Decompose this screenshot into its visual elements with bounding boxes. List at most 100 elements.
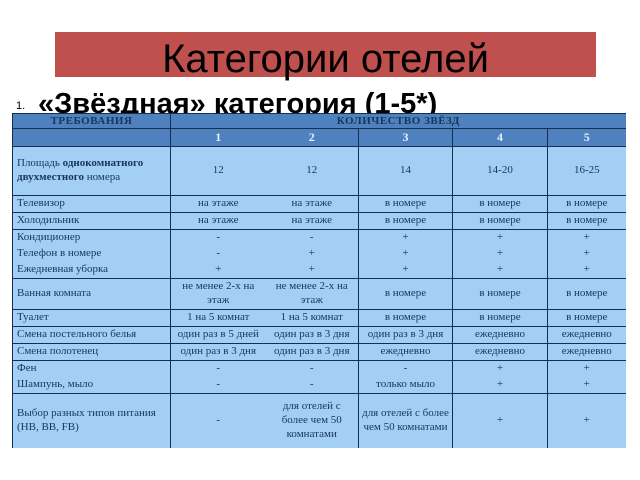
hotel-category-table: ТРЕБОВАНИЯ КОЛИЧЕСТВО ЗВЁЗД 1 2 3 4 5 Пл… bbox=[12, 113, 626, 448]
requirement-label: Фен bbox=[17, 361, 37, 374]
star-value-cell: один раз в 3 дня bbox=[358, 326, 453, 344]
star-value-cell: 1 на 5 комнат bbox=[265, 309, 359, 327]
star-value-cell: - bbox=[265, 376, 359, 394]
star-value-cell: + bbox=[452, 245, 548, 262]
star-value-cell: 12 bbox=[170, 146, 266, 196]
table-header-row: ТРЕБОВАНИЯ КОЛИЧЕСТВО ЗВЁЗД bbox=[12, 113, 626, 129]
star-value-cell: 1 на 5 комнат bbox=[170, 309, 266, 327]
star-value-cell: - bbox=[170, 393, 266, 448]
star-value-cell: в номере bbox=[452, 278, 548, 310]
table-row: Смена постельного белья один раз в 5 дней… bbox=[12, 326, 626, 344]
requirements-header: ТРЕБОВАНИЯ bbox=[12, 113, 171, 129]
star-value-cell: в номере bbox=[546, 278, 626, 310]
star-value-cell: на этаже bbox=[170, 212, 266, 230]
star-value-cell: в номере bbox=[546, 195, 626, 213]
star-value-cell: + bbox=[452, 393, 548, 448]
star-value-cell: + bbox=[546, 376, 626, 394]
star-value-cell: в номере bbox=[358, 278, 453, 310]
star-value-cell: 14 bbox=[358, 146, 453, 196]
star-level-1: 1 bbox=[170, 128, 266, 147]
table-row: Смена полотенец один раз в 3 дня один раз … bbox=[12, 343, 626, 361]
star-value-cell: не менее 2-х на этаж bbox=[265, 278, 359, 310]
star-value-cell: - bbox=[309, 230, 314, 243]
star-value-cell: + bbox=[546, 245, 626, 262]
star-value-cell: + bbox=[170, 261, 266, 279]
star-level-4: 4 bbox=[452, 128, 548, 147]
star-value-cell: в номере bbox=[546, 212, 626, 230]
star-value-cell: только мыло bbox=[358, 376, 453, 394]
star-value-cell: в номере bbox=[546, 309, 626, 327]
star-level-row: 1 2 3 4 5 bbox=[12, 128, 626, 147]
star-value-cell: на этаже bbox=[265, 195, 359, 213]
table-head: ТРЕБОВАНИЯ КОЛИЧЕСТВО ЗВЁЗД 1 2 3 4 5 bbox=[12, 113, 626, 147]
table-row: Ежедневная уборка + + + + + bbox=[12, 261, 626, 279]
table-row: Телевизор на этаже на этаже в номере в номер… bbox=[12, 195, 626, 213]
star-value-cell: в номере bbox=[358, 212, 453, 230]
requirement-label: Смена полотенец bbox=[12, 343, 171, 361]
requirement-label: Холодильник bbox=[12, 212, 171, 230]
star-value-cell: для отелей с более чем 50 комнатами bbox=[281, 399, 342, 440]
star-value-cell: ежедневно bbox=[546, 326, 626, 344]
star-value-cell: один раз в 3 дня bbox=[170, 343, 266, 361]
table-row: Ванная комната не менее 2-х на этаж не мен… bbox=[12, 278, 626, 310]
star-value-cell: - bbox=[358, 360, 453, 377]
table-row: Площадь однокомнатного двухместного номе… bbox=[12, 146, 626, 196]
requirement-label: Телефон в номере bbox=[17, 246, 102, 259]
table-row: Фен - - - + + bbox=[13, 360, 626, 377]
empty-header-cell bbox=[12, 128, 171, 147]
star-value-cell: один раз в 5 дней bbox=[170, 326, 266, 344]
star-value-cell: в номере bbox=[452, 195, 548, 213]
requirement-label: Кондиционер bbox=[17, 230, 81, 243]
table-row: Выбор разных типов питания (HB, BB, FB) -… bbox=[13, 393, 626, 448]
star-value-cell: + bbox=[546, 360, 626, 377]
star-value-cell: ежедневно bbox=[546, 343, 626, 361]
star-value-cell: + bbox=[358, 229, 453, 246]
requirement-label: Площадь однокомнатного двухместного номе… bbox=[12, 146, 171, 196]
star-value-cell: для отелей с более чем 50 комнатами bbox=[358, 393, 453, 448]
star-level-3: 3 bbox=[358, 128, 453, 147]
requirement-label: Шампунь, мыло bbox=[12, 376, 171, 394]
star-value-cell: 12 bbox=[265, 146, 359, 196]
star-value-cell: - bbox=[309, 361, 314, 374]
star-level-2: 2 bbox=[265, 128, 359, 147]
requirement-label: Смена постельного белья bbox=[12, 326, 171, 344]
star-value-cell: + bbox=[546, 393, 626, 448]
star-value-cell: в номере bbox=[358, 195, 453, 213]
table-row: Холодильник на этаже на этаже в номере в ном… bbox=[12, 212, 626, 230]
star-value-cell: + bbox=[452, 376, 548, 394]
table-row: Телефон в номере - + + + + bbox=[13, 245, 626, 262]
star-value-cell: один раз в 3 дня bbox=[265, 343, 359, 361]
star-value-cell: + bbox=[452, 229, 548, 246]
hotel-table-body: Площадь однокомнатного двухместного номе… bbox=[12, 146, 626, 448]
star-value-cell: + bbox=[308, 246, 315, 259]
star-value-cell: 16-25 bbox=[546, 146, 626, 196]
star-value-cell: на этаже bbox=[170, 195, 266, 213]
slide-title: Категории отелей bbox=[162, 37, 489, 81]
requirement-label: Выбор разных типов питания (HB, BB, FB) bbox=[17, 406, 156, 433]
stars-header: КОЛИЧЕСТВО ЗВЁЗД bbox=[169, 113, 626, 129]
table-row: Кондиционер - - + + + bbox=[13, 229, 626, 246]
list-number: 1. bbox=[16, 100, 26, 112]
star-value-cell: + bbox=[265, 261, 359, 279]
star-value-cell: + bbox=[452, 261, 548, 279]
star-value-cell: ежедневно bbox=[452, 326, 548, 344]
star-value-cell: в номере bbox=[452, 212, 548, 230]
requirement-label: Ванная комната bbox=[12, 278, 171, 310]
star-value-cell: - bbox=[170, 376, 266, 394]
requirement-label: Туалет bbox=[12, 309, 171, 327]
star-value-cell: в номере bbox=[452, 309, 548, 327]
star-level-5: 5 bbox=[546, 128, 626, 147]
star-value-cell: - bbox=[170, 229, 266, 246]
title-banner: Категории отелей bbox=[55, 32, 596, 81]
star-value-cell: в номере bbox=[358, 309, 453, 327]
table-row: Шампунь, мыло - - только мыло + + bbox=[12, 376, 626, 394]
star-value-cell: - bbox=[170, 360, 266, 377]
star-value-cell: + bbox=[546, 261, 626, 279]
star-value-cell: - bbox=[170, 245, 266, 262]
star-value-cell: + bbox=[546, 229, 626, 246]
star-value-cell: на этаже bbox=[265, 212, 359, 230]
star-value-cell: ежедневно bbox=[452, 343, 548, 361]
star-value-cell: + bbox=[358, 245, 453, 262]
star-value-cell: 14-20 bbox=[452, 146, 548, 196]
